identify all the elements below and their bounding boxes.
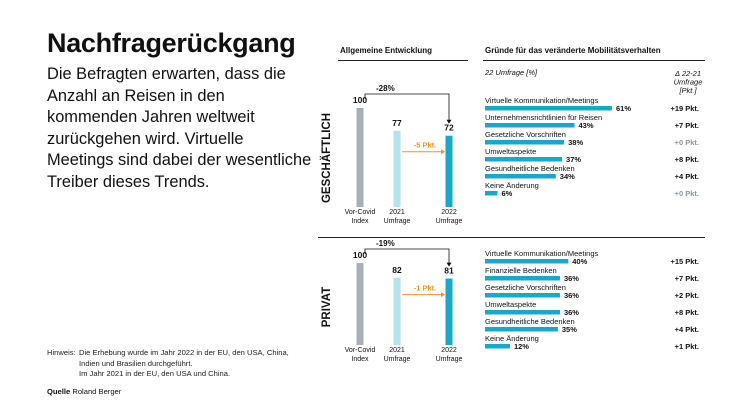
step-change-label: -5 Pkt. [414,141,437,150]
reason-label: Keine Änderung [485,334,539,343]
delta-value: +4 Pkt. [675,325,699,334]
bar-business-1 [393,130,401,207]
reason-value-label: 36% [564,274,579,283]
bar-private-2 [445,278,453,345]
reason-value-label: 34% [560,172,575,181]
source-text: Roland Berger [72,387,122,396]
reason-bar-business-2 [485,140,565,145]
reason-label: Umweltaspekte [485,300,536,309]
bar-business-0 [356,108,364,207]
delta-header: Δ 22-21 Umfrage [Pkt.] [674,69,703,95]
change-arrowhead [446,262,452,267]
category-label: Vor-Covid Index [345,209,376,225]
delta-value: +7 Pkt. [675,121,699,130]
category-label: 2022 Umfrage [436,209,463,225]
reason-value-label: 35% [562,325,577,334]
category-label: Vor-Covid Index [345,347,376,363]
bar-value-label: 100 [353,250,367,260]
survey-label: 22 Umfrage [%] [484,68,538,77]
reason-label: Virtuelle Kommunikation/Meetings [485,96,599,105]
reason-label: Virtuelle Kommunikation/Meetings [485,249,599,258]
delta-value: +0 Pkt. [675,138,699,147]
reason-label: Gesundheitliche Bedenken [485,317,575,326]
step-change-arrowhead [441,292,445,298]
footnote-line: Indien und Brasilien durchgeführt. [79,358,193,368]
reason-bar-private-1 [485,276,560,281]
change-arrowhead [446,119,452,124]
reason-value-label: 12% [514,342,529,351]
reason-label: Gesundheitliche Bedenken [485,164,575,173]
reason-bar-private-3 [485,310,560,315]
delta-value: +19 Pkt. [670,104,699,113]
source-note: Quelle Roland Berger [47,387,121,396]
reason-value-label: 36% [564,291,579,300]
delta-value: +8 Pkt. [675,308,699,317]
reason-label: Gesetzliche Vorschriften [485,130,566,139]
delta-value: +15 Pkt. [670,257,699,266]
reason-label: Unternehmensrichtlinien für Reisen [485,113,602,122]
delta-value: +1 Pkt. [675,342,699,351]
reason-bar-business-5 [485,191,498,196]
reason-value-label: 6% [501,189,512,198]
reason-label: Keine Änderung [485,181,539,190]
reason-label: Umweltaspekte [485,147,536,156]
bar-private-1 [393,277,401,345]
change-bracket [364,248,450,265]
reason-value-label: 40% [572,257,587,266]
reason-value-label: 61% [616,104,631,113]
delta-value: +2 Pkt. [675,291,699,300]
reason-bar-business-3 [485,157,563,162]
reason-bar-private-5 [485,344,510,349]
bar-business-2 [445,135,453,207]
right-header-rule [483,60,705,61]
bar-value-label: 82 [392,265,402,275]
reason-bar-private-0 [485,259,569,264]
left-header-rule [338,60,468,61]
bar-value-label: 100 [353,95,367,105]
total-change-label: -19% [376,239,395,248]
footnote-label: Hinweis: [47,348,76,357]
bar-value-label: 77 [392,118,402,128]
total-change-label: -28% [376,84,395,93]
reason-value-label: 37% [566,155,581,164]
reason-label: Finanzielle Bedenken [485,266,557,275]
reason-value-label: 38% [568,138,583,147]
footnote-line: Die Erhebung wurde im Jahr 2022 in der E… [79,348,289,357]
step-change-label: -1 Pkt. [414,284,437,293]
category-label: 2021 Umfrage [384,347,411,363]
delta-value: +4 Pkt. [675,172,699,181]
reason-bar-business-1 [485,123,575,128]
segment-divider [318,237,705,238]
bar-private-0 [356,263,364,345]
reason-bar-business-4 [485,174,556,179]
reason-bar-business-0 [485,106,612,111]
right-section-header: Gründe für das veränderte Mobilitätsverh… [485,46,661,55]
reason-value-label: 36% [564,308,579,317]
delta-value: +7 Pkt. [675,274,699,283]
footnote-line: Im Jahr 2021 in der EU, den USA und Chin… [79,369,231,378]
change-bracket [364,93,450,122]
reason-label: Gesetzliche Vorschriften [485,283,566,292]
category-label: 2022 Umfrage [436,347,463,363]
left-section-header: Allgemeine Entwicklung [340,46,433,55]
reason-value-label: 43% [579,121,594,130]
step-change-arrowhead [441,149,445,155]
page-subtitle: Die Befragten erwarten, dass die Anzahl … [47,65,312,191]
reason-bar-private-4 [485,327,558,332]
source-label: Quelle [47,387,71,396]
reason-bar-private-2 [485,293,560,298]
delta-value: +0 Pkt. [675,189,699,198]
bar-value-label: 81 [444,266,454,276]
delta-value: +8 Pkt. [675,155,699,164]
bar-value-label: 72 [444,123,454,133]
category-label: 2021 Umfrage [384,209,411,225]
page-title: Nachfragerückgang [47,28,296,58]
